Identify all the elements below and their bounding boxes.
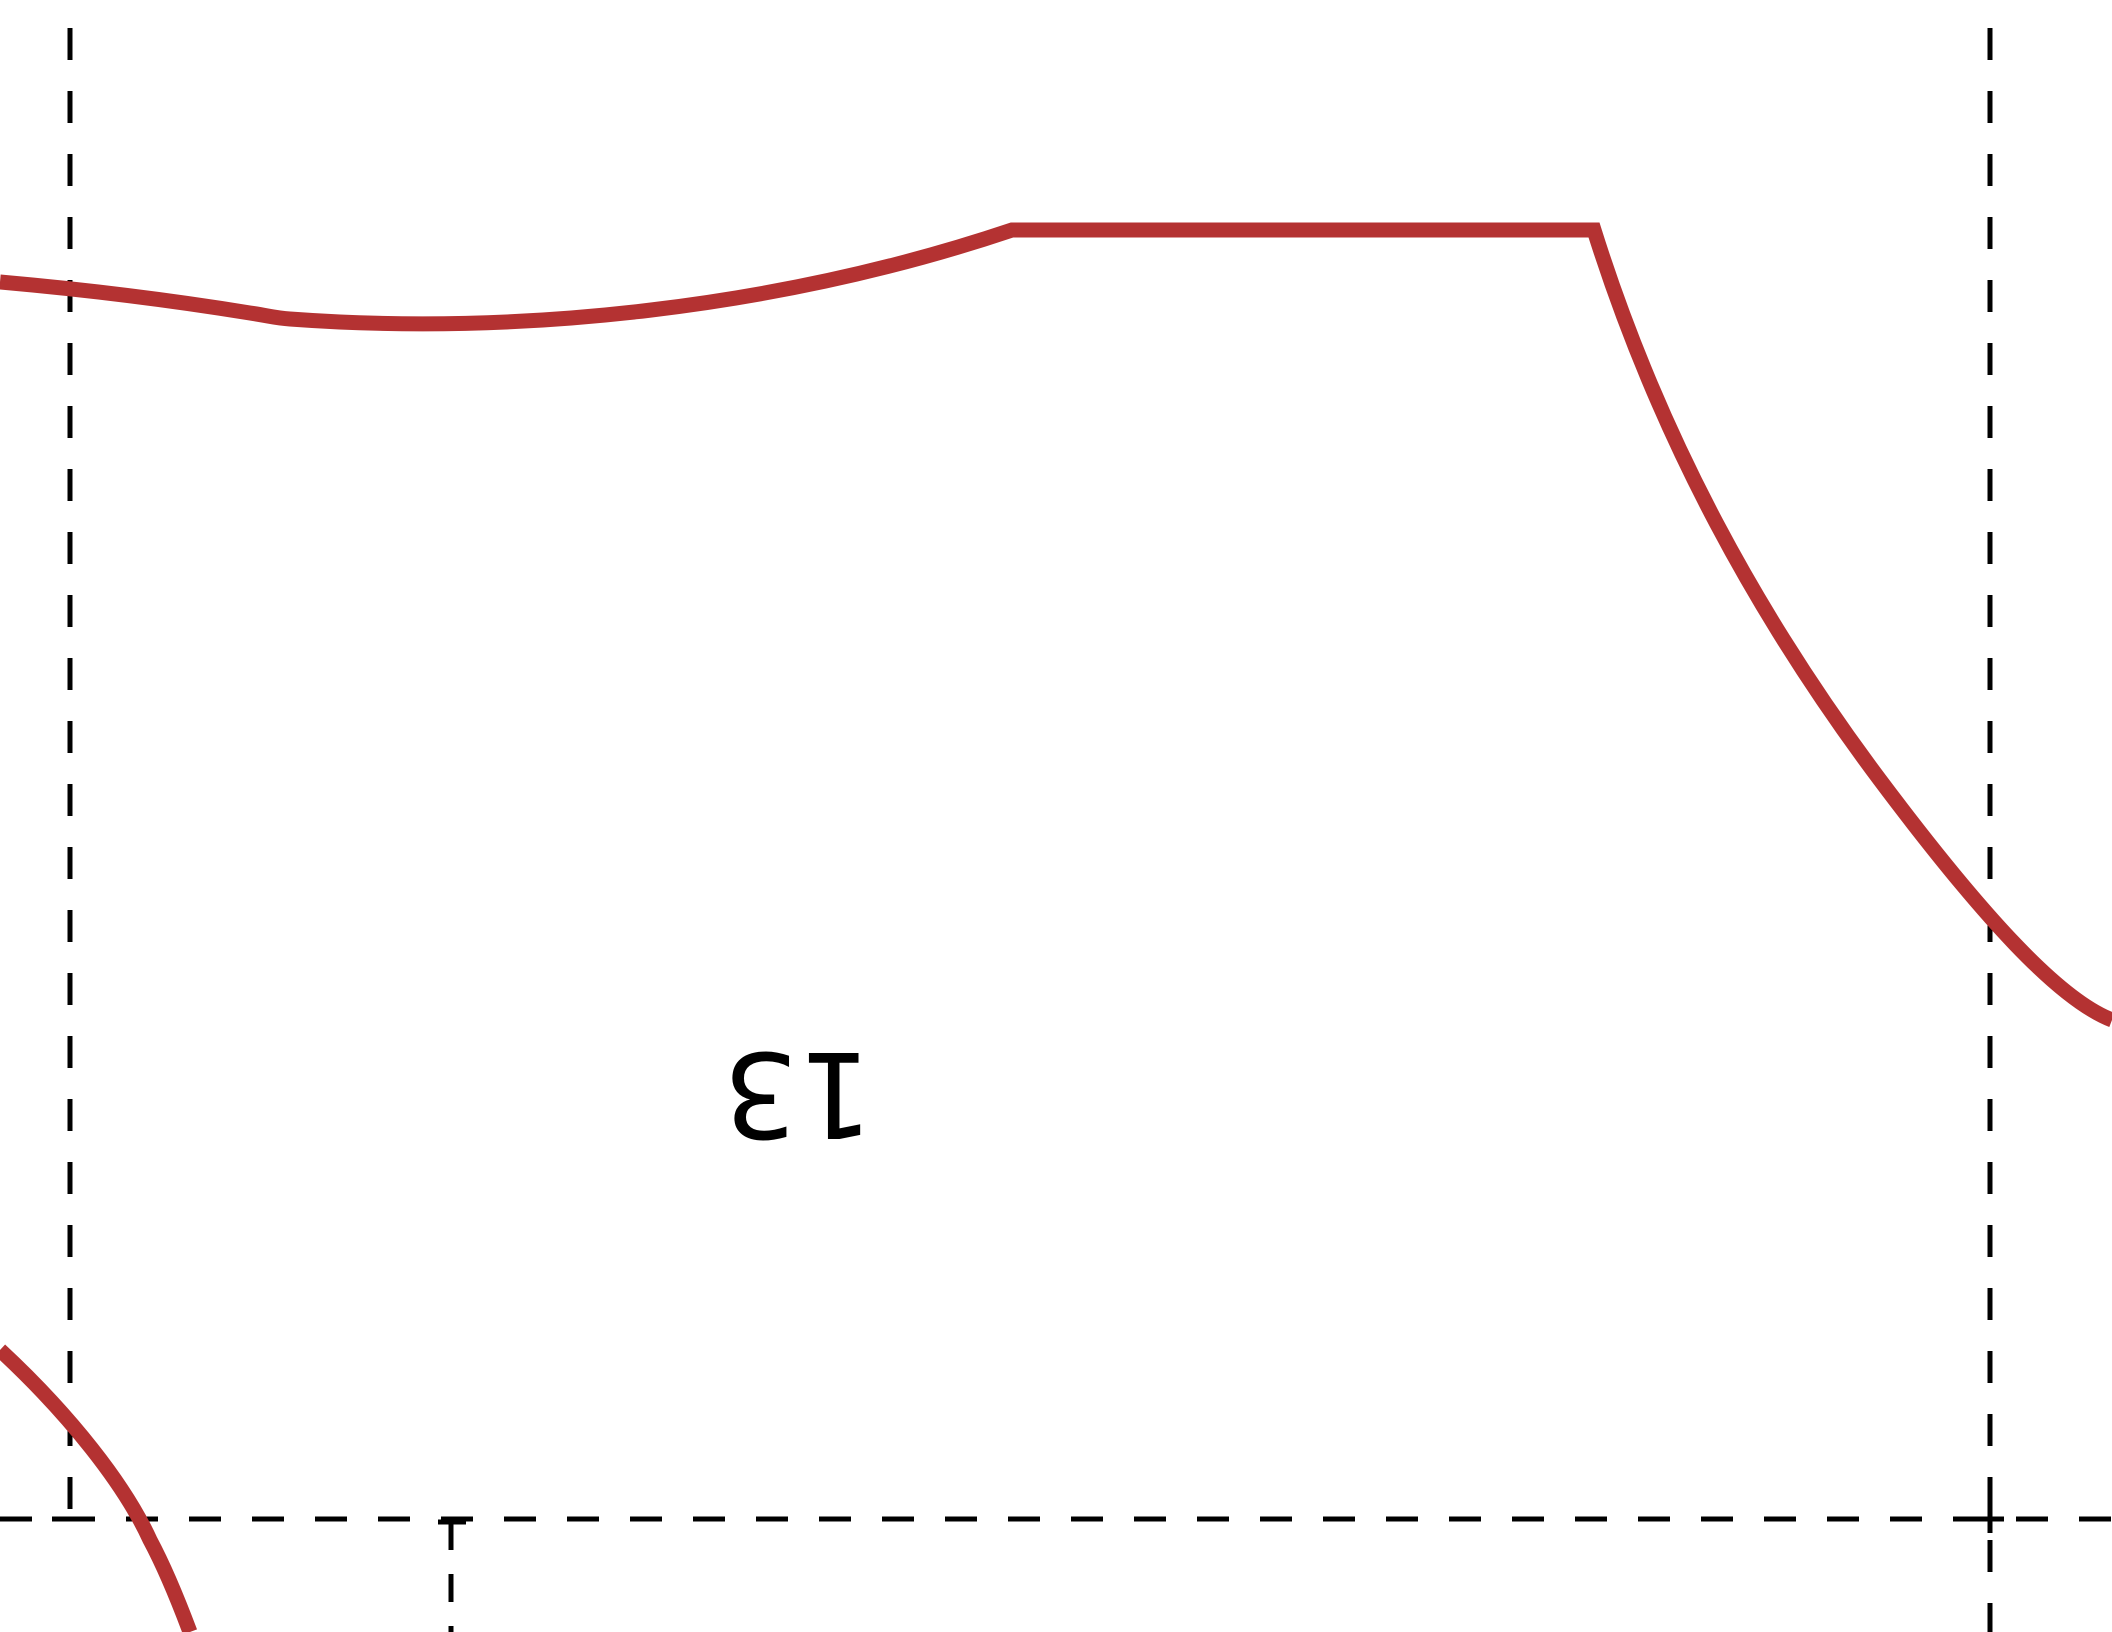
cut-line-main-piece	[0, 222, 2112, 1027]
cut-lines	[0, 222, 2112, 1632]
piece-number-label: 13	[723, 1025, 873, 1163]
tile-guides	[0, 28, 2112, 1632]
cut-line-adjacent-piece	[0, 1344, 198, 1632]
